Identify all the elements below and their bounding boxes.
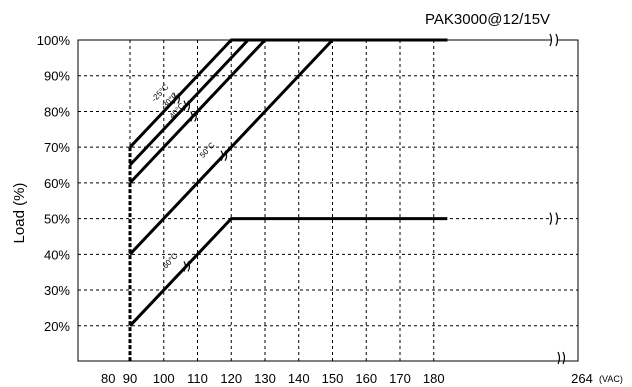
axis-breaks: [549, 33, 566, 365]
y-tick-label: 40%: [44, 247, 70, 262]
x-tick-label: 120: [220, 371, 242, 386]
x-axis-unit: (VAC): [599, 374, 623, 384]
x-tick-label: 160: [355, 371, 377, 386]
x-tick-label: 170: [389, 371, 411, 386]
curve-break-mark: [183, 261, 191, 272]
y-tick-label: 30%: [44, 283, 70, 298]
chart-title: PAK3000@12/15V: [425, 11, 550, 28]
y-tick-label: 20%: [44, 319, 70, 334]
line-break-gap: [551, 36, 557, 44]
x-tick-label: 80: [101, 371, 115, 386]
series-lines: [128, 38, 448, 361]
series-line: [128, 38, 448, 256]
y-tick-label: 60%: [44, 176, 70, 191]
grid: [77, 39, 579, 362]
series-line: [128, 217, 448, 327]
y-tick-label: 50%: [44, 212, 70, 227]
x-tick-label: 100: [153, 371, 175, 386]
curve-break-mark: [183, 100, 191, 112]
y-tick-labels: 100% 90% 80% 70% 60% 50% 40% 30% 20%: [37, 33, 71, 334]
curve-break-mark: [220, 150, 228, 162]
y-tick-label: 100%: [37, 33, 71, 48]
curve-break-mark: [190, 111, 197, 122]
y-tick-label: 80%: [44, 104, 70, 119]
y-tick-label: 90%: [44, 69, 70, 84]
curve-labels: -25°C30°C40°C50°C60°C: [150, 82, 228, 272]
x-tick-labels: 80 90 100 110 120 130 140 150 160 170 180 264: [101, 371, 593, 386]
y-tick-label: 70%: [44, 140, 70, 155]
x-tick-label: 150: [322, 371, 344, 386]
x-tick-label: 140: [288, 371, 310, 386]
x-tick-label: 180: [423, 371, 445, 386]
x-tick-label: 90: [123, 371, 137, 386]
x-tick-label: 130: [254, 371, 276, 386]
plot-frame: [77, 39, 579, 362]
line-break-mark: [549, 212, 559, 225]
x-axis-break-mark: [557, 351, 566, 365]
y-axis-label: Load (%): [11, 183, 28, 244]
line-break-gap: [551, 214, 557, 223]
x-tick-label: 264: [571, 371, 593, 386]
line-break-mark: [549, 33, 559, 47]
x-tick-label: 110: [187, 371, 208, 386]
curve-break-mark: [173, 93, 180, 104]
curve-label: 50°C: [198, 140, 217, 159]
